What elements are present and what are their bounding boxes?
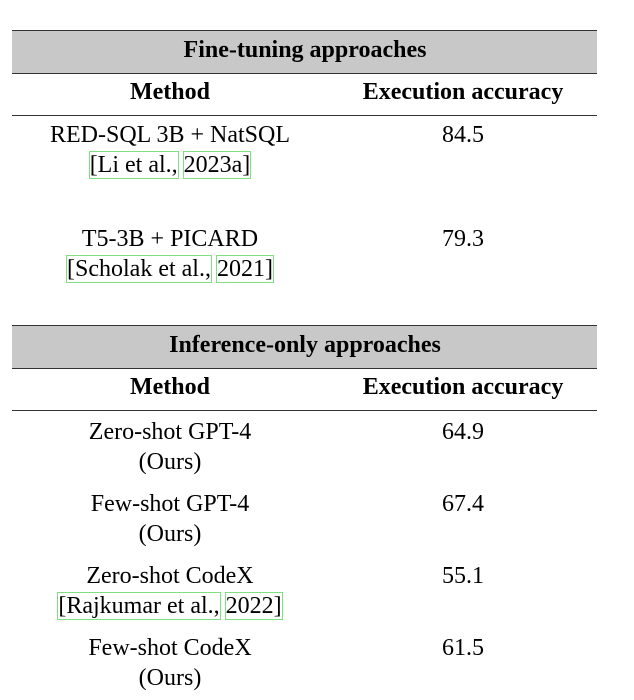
citation-year: 2022] — [224, 592, 283, 620]
method-note: (Ours) — [138, 449, 202, 475]
column-header: Execution accuracy — [362, 79, 564, 105]
citation: [Rajkumar et al., 2022] — [0, 592, 370, 620]
header-rule — [12, 410, 597, 411]
citation-authors: [Scholak et al., — [66, 255, 212, 283]
accuracy: 67.4 — [442, 491, 484, 517]
method-note: (Ours) — [138, 521, 202, 547]
column-header: Method — [130, 374, 210, 400]
citation-authors: [Li et al., — [88, 151, 179, 179]
citation: [Li et al., 2023a] — [0, 151, 370, 179]
header-rule — [12, 115, 597, 116]
citation-authors: [Rajkumar et al., — [57, 592, 221, 620]
accuracy: 61.5 — [442, 635, 484, 661]
section-title: Fine-tuning approaches — [183, 37, 427, 63]
method-name: RED-SQL 3B + NatSQL — [50, 122, 290, 148]
method-name: Zero-shot CodeX — [86, 563, 254, 589]
citation-year: 2021] — [215, 255, 274, 283]
accuracy: 55.1 — [442, 563, 484, 589]
method-name: T5-3B + PICARD — [81, 226, 259, 252]
accuracy: 64.9 — [442, 419, 484, 445]
method-name: Zero-shot GPT-4 — [88, 419, 252, 445]
citation: [Scholak et al., 2021] — [0, 255, 370, 283]
accuracy: 79.3 — [442, 226, 484, 252]
method-name: Few-shot GPT-4 — [90, 491, 250, 517]
method-name: Few-shot CodeX — [88, 635, 252, 661]
citation-year: 2023a] — [182, 151, 252, 179]
section-band — [12, 325, 597, 369]
section-title: Inference-only approaches — [169, 332, 441, 358]
column-header: Execution accuracy — [362, 374, 564, 400]
accuracy: 84.5 — [442, 122, 484, 148]
section-band — [12, 30, 597, 74]
column-header: Method — [130, 79, 210, 105]
method-note: (Ours) — [138, 665, 202, 691]
